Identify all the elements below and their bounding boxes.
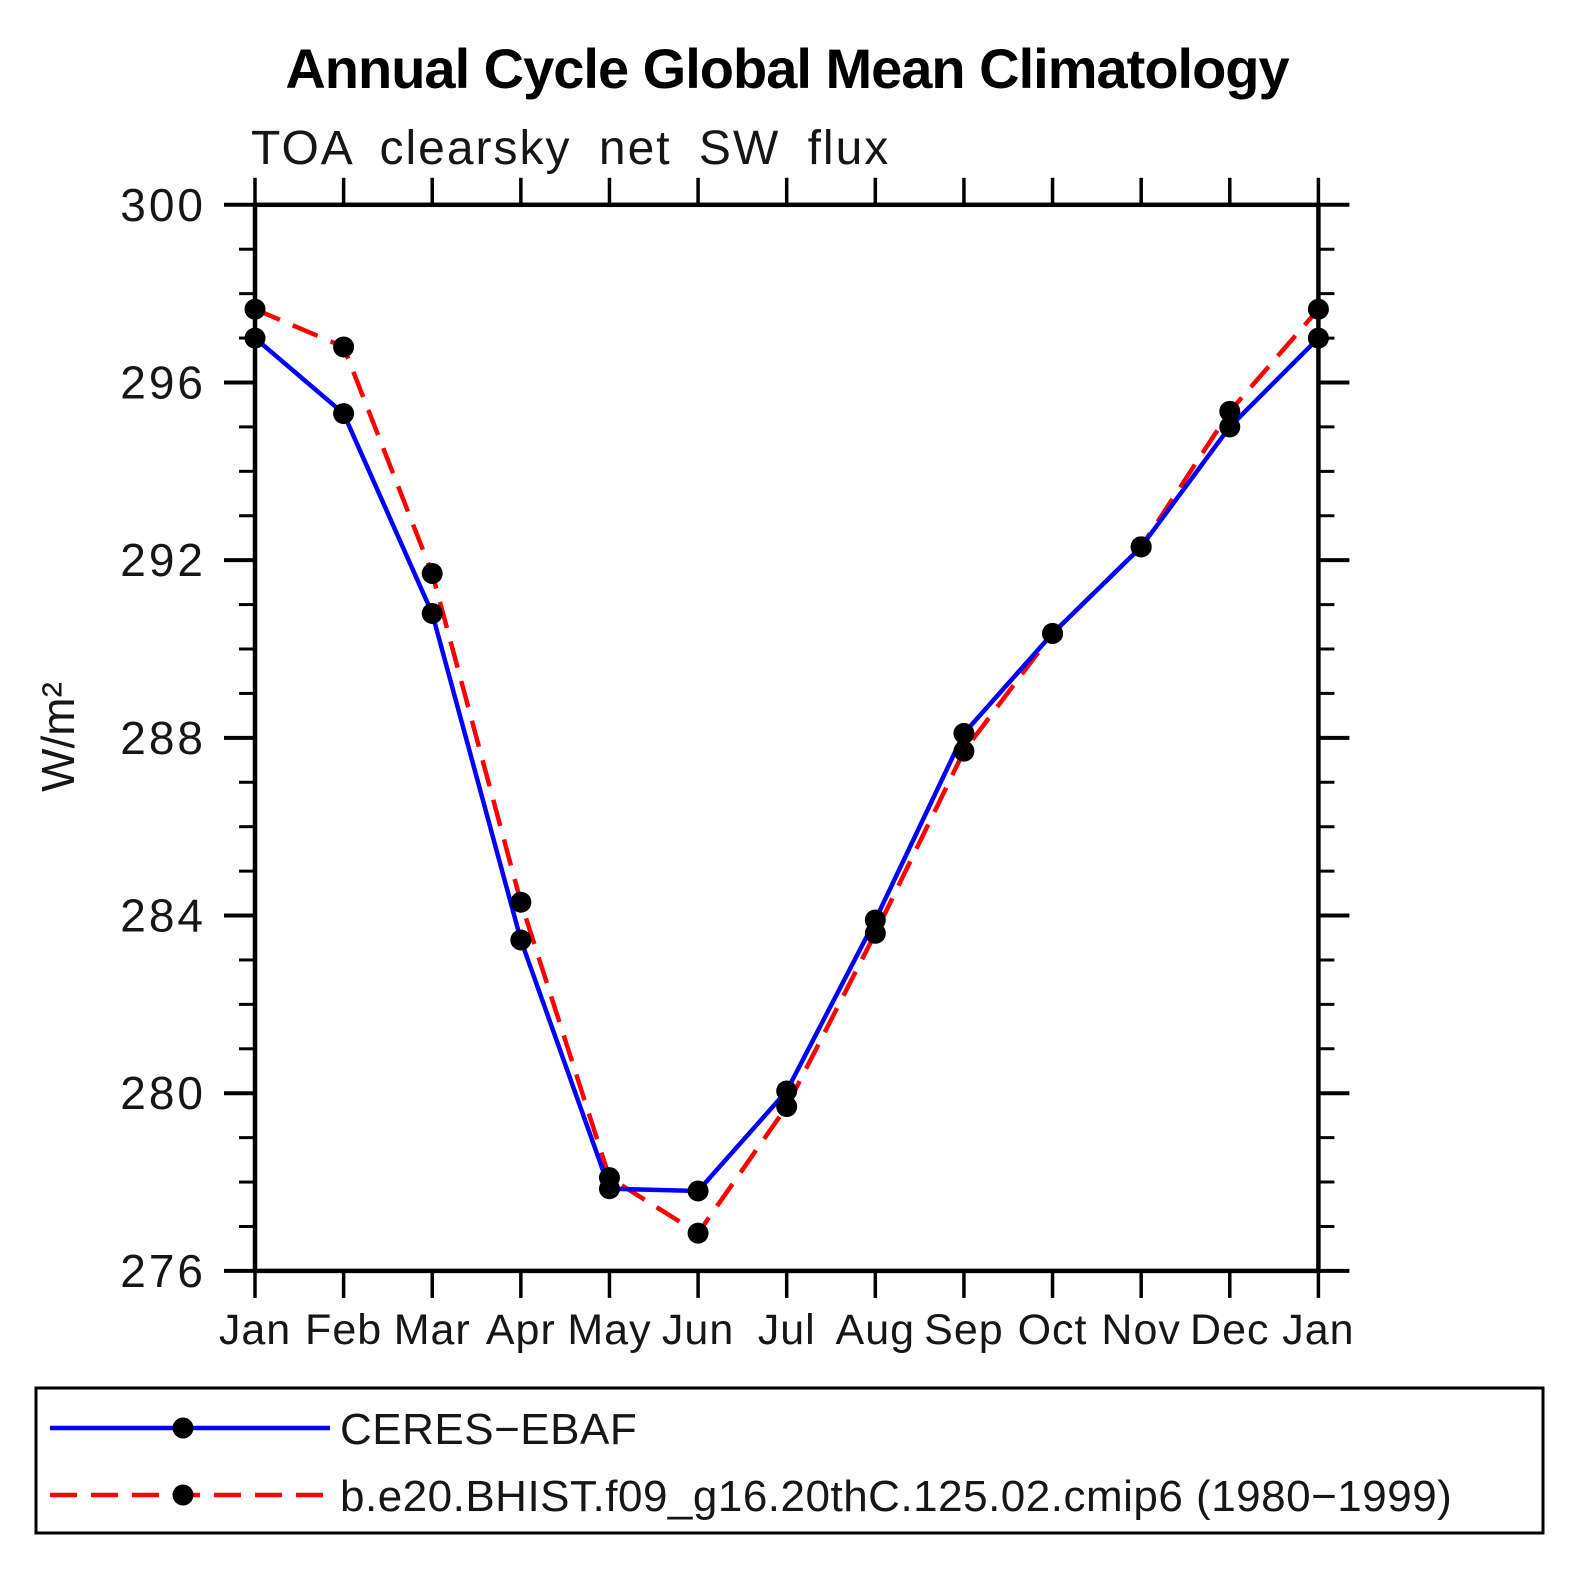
data-point-marker (510, 891, 532, 913)
legend-label-ceres: CERES−EBAF (340, 1405, 637, 1454)
legend-marker-dot (172, 1484, 194, 1506)
legend-box (34, 1386, 1545, 1535)
data-point-marker (244, 327, 266, 349)
x-tick-label: Nov (1101, 1306, 1180, 1354)
data-point-marker (333, 403, 355, 425)
data-point-marker (687, 1222, 709, 1244)
data-point-marker (333, 336, 355, 358)
plot-area: Jan Feb Mar Apr May Jun Jul Aug Sep Oct Nov Dec Jan 2… (120, 177, 1354, 1354)
data-point-marker (510, 929, 532, 951)
legend-label-model: b.e20.BHIST.f09_g16.20thC.125.02.cmip6 (… (340, 1472, 1452, 1521)
y-tick-label: 288 (120, 712, 206, 764)
y-tick-label: 296 (120, 356, 206, 408)
x-tick-label: Sep (924, 1306, 1004, 1354)
x-tick-label: Dec (1190, 1306, 1269, 1354)
chart-title: Annual Cycle Global Mean Climatology (285, 37, 1289, 100)
x-tick-label: Feb (305, 1306, 382, 1354)
data-point-marker (953, 722, 975, 744)
data-point-marker (1219, 400, 1241, 422)
y-axis-title: W/m² (32, 682, 84, 792)
y-tick-label: 284 (120, 890, 206, 942)
x-tick-label: Aug (836, 1306, 916, 1354)
x-tick-label: May (567, 1306, 651, 1354)
y-tick-label: 280 (120, 1067, 206, 1119)
data-point-marker (953, 740, 975, 762)
series-line-ceres (253, 336, 1320, 1194)
x-tick-label: Jun (662, 1306, 734, 1354)
data-point-marker (776, 1080, 798, 1102)
data-point-marker (421, 562, 443, 584)
legend: CERES−EBAF b.e20.BHIST.f09_g16.20thC.125… (34, 1386, 1545, 1535)
data-point-marker (421, 602, 443, 624)
data-point-marker (1042, 622, 1064, 644)
data-point-marker (776, 1096, 798, 1118)
data-point-marker (687, 1180, 709, 1202)
x-tick-label: Mar (394, 1306, 471, 1354)
legend-marker-dot (172, 1417, 194, 1439)
data-point-marker (1219, 416, 1241, 438)
x-tick-label: Jan (1282, 1306, 1354, 1354)
data-point-marker (1307, 327, 1329, 349)
data-point-marker (1130, 536, 1152, 558)
data-point-marker (244, 298, 266, 320)
data-point-marker (864, 922, 886, 944)
x-tick-label: Oct (1018, 1306, 1088, 1354)
data-point-marker (1307, 298, 1329, 320)
x-tick-label: Jul (758, 1306, 816, 1354)
y-tick-label: 300 (120, 179, 206, 231)
x-tick-label: Jan (219, 1306, 291, 1354)
y-tick-label: 292 (120, 534, 206, 586)
y-tick-label: 276 (120, 1245, 206, 1297)
chart-subtitle: TOA clearsky net SW flux (251, 122, 890, 175)
x-tick-label: Apr (486, 1306, 556, 1354)
data-point-marker (598, 1167, 620, 1189)
